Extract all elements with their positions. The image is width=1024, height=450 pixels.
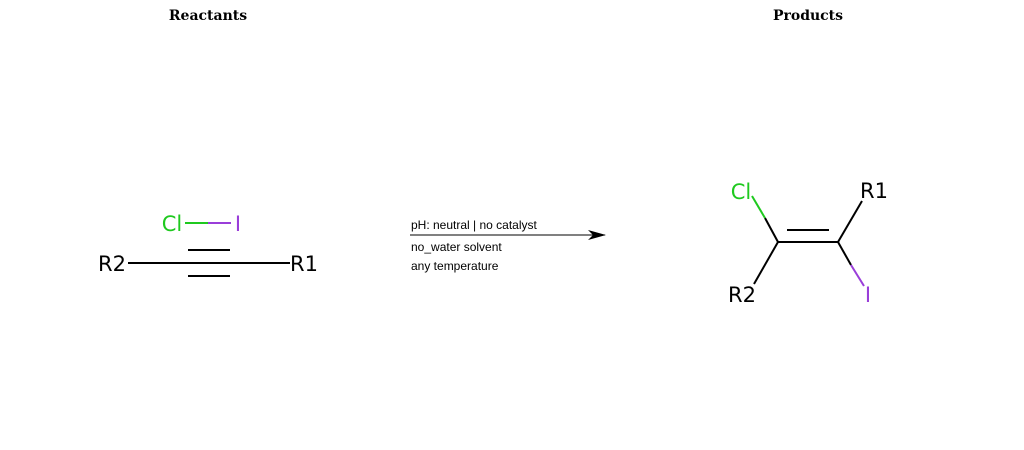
reaction-arrow-group: pH: neutral | no catalyst no_water solve… [410, 218, 606, 273]
c-i-bond-carbon-half [837, 241, 852, 266]
condition-solvent: no_water solvent [411, 240, 502, 254]
condition-ph-catalyst: pH: neutral | no catalyst [411, 218, 538, 232]
condition-temperature: any temperature [411, 259, 499, 273]
product-r2-label: R2 [728, 283, 756, 307]
alkyne-molecule: R2 R1 [98, 249, 318, 277]
reagent-iodine-atom: I [235, 212, 241, 236]
product-chlorine-atom: Cl [731, 180, 752, 204]
c-cl-bond-carbon-half [764, 217, 779, 243]
alkene-product: Cl R2 R1 I [728, 179, 888, 307]
alkyne-r2-label: R2 [98, 252, 126, 276]
c-r1-bond [837, 200, 863, 243]
cl-i-reagent: Cl I [162, 212, 241, 236]
products-title: Products [772, 8, 844, 24]
reagent-chlorine-atom: Cl [162, 212, 183, 236]
reactants-title: Reactants [168, 8, 248, 24]
alkyne-r1-label: R1 [290, 252, 318, 276]
c-r2-bond [753, 241, 779, 285]
product-iodine-atom: I [865, 283, 871, 307]
c-i-bond-iodine-half [850, 264, 865, 287]
product-r1-label: R1 [860, 179, 888, 203]
c-cl-bond-chlorine-half [751, 195, 766, 219]
